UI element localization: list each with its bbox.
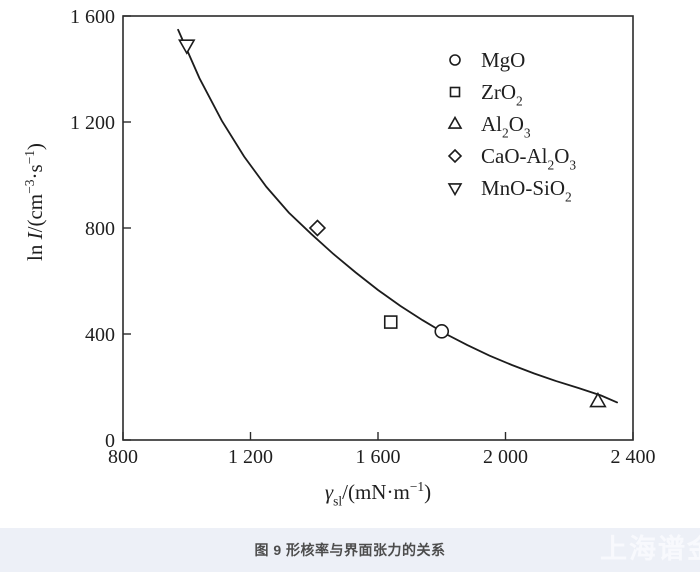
legend-label-ZrO2: ZrO2 (481, 80, 523, 108)
y-tick-label: 400 (85, 324, 115, 346)
data-point-CaO-Al2O3 (308, 219, 327, 237)
legend-label-Al2O3: Al2O3 (481, 112, 531, 140)
x-tick-label: 800 (108, 446, 138, 468)
legend-marker-CaO-Al2O3 (447, 148, 463, 164)
figure-caption: 图 9 形核率与界面张力的关系 (254, 542, 446, 558)
y-axis-label: ln I/(cm−3·s−1) (22, 143, 47, 261)
y-tick-label: 0 (105, 430, 115, 452)
watermark-text: 上海谱金 (600, 534, 700, 564)
data-point-ZrO2 (383, 315, 398, 329)
x-tick-label: 1 200 (228, 446, 273, 468)
y-tick-label: 800 (85, 218, 115, 240)
legend-label-CaO-Al2O3: CaO-Al2O3 (481, 144, 576, 172)
x-tick-label: 1 600 (356, 446, 401, 468)
fit-curve (177, 28, 618, 404)
legend-marker-Al2O3 (447, 115, 463, 129)
data-point-Al2O3 (589, 391, 607, 408)
nucleation-rate-vs-interfacial-tension-chart: 800 1 200 1 600 2 000 2 400 0 400 800 1 200 1 600… (22, 6, 656, 508)
legend-marker-MgO (449, 54, 461, 66)
x-tick-label: 2 400 (611, 446, 656, 468)
y-tick-label: 1 200 (70, 112, 115, 134)
y-tick-label: 1 600 (70, 6, 115, 28)
legend-label-MgO: MgO (481, 48, 525, 72)
data-point-MnO-SiO2 (178, 39, 196, 55)
figure-panel: 800 1 200 1 600 2 000 2 400 0 400 800 1 200 1 600… (22, 6, 656, 509)
x-axis-label: γsl/(mN·m−1) (325, 479, 431, 508)
legend-marker-MnO-SiO2 (447, 183, 463, 197)
legend-label-MnO-SiO2: MnO-SiO2 (481, 176, 572, 204)
caption-bar: 图 9 形核率与界面张力的关系 上海谱金 (0, 528, 700, 572)
x-tick-label: 2 000 (483, 446, 528, 468)
legend-marker-ZrO2 (449, 86, 461, 98)
data-point-MgO (434, 324, 450, 339)
